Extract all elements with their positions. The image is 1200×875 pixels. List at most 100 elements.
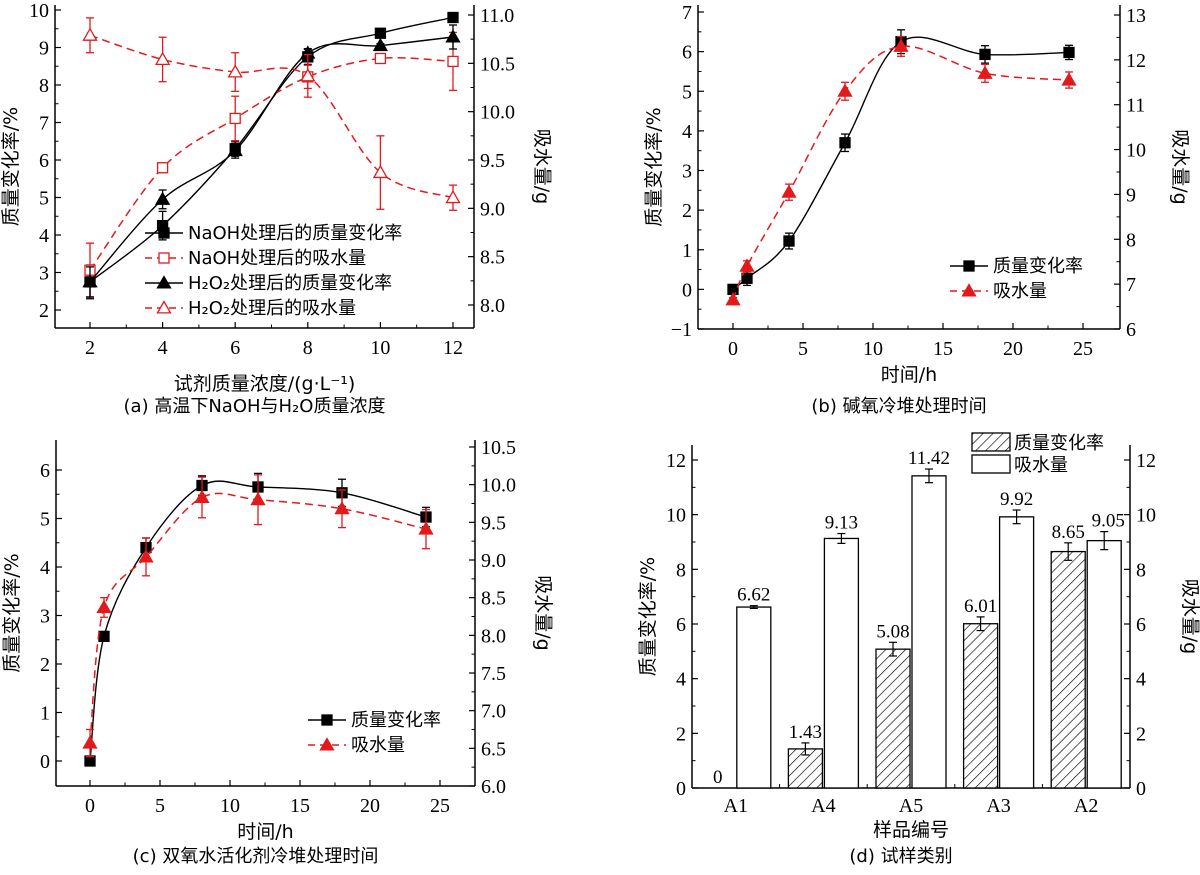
x-tick-label: 0 (728, 338, 738, 360)
x-axis-title: 试剂质量浓度/(g·L⁻¹) (174, 373, 356, 395)
bar-value-label: 9.05 (1092, 511, 1125, 532)
y-tick-label-left: 6 (676, 614, 686, 636)
y-tick-label-right: 8 (1136, 559, 1146, 581)
x-tick-label: A3 (986, 795, 1010, 817)
x-tick-label: A2 (1074, 795, 1098, 817)
y-tick-label-right: 9.5 (480, 150, 505, 172)
y-tick-label-right: 13 (1126, 5, 1146, 27)
bar-value-label: 6.62 (737, 585, 770, 606)
series-1 (725, 35, 1077, 306)
legend-label: NaOH处理后的质量变化率 (188, 223, 402, 244)
bar-value-label: 8.65 (1052, 522, 1085, 543)
chart-caption: (d) 试样类别 (849, 846, 952, 867)
y-tick-label-right: 9.5 (481, 512, 506, 534)
y-tick-label-left: 5 (39, 188, 49, 210)
series-line (732, 36, 1070, 290)
data-point (227, 142, 243, 157)
y-axis-title-right: 吸水量/g (1169, 129, 1191, 204)
x-tick-label: 10 (220, 795, 240, 817)
x-tick-label: 25 (1073, 338, 1093, 360)
data-point (725, 292, 741, 306)
y-tick-label-left: 7 (682, 2, 692, 24)
y-tick-label-right: 4 (1136, 669, 1146, 691)
y-tick-label-right: 10 (1126, 140, 1146, 162)
bar (998, 516, 1035, 789)
x-tick-label: 20 (360, 795, 380, 817)
y-tick-label-left: 10 (666, 505, 686, 527)
x-tick-label: 20 (1003, 338, 1023, 360)
legend-label: 吸水量 (351, 735, 405, 756)
data-point (98, 630, 110, 643)
data-point (445, 189, 461, 204)
data-point (82, 274, 98, 288)
data-point (977, 65, 993, 79)
data-point (372, 37, 389, 52)
legend-label: 吸水量 (1014, 455, 1068, 476)
legend: NaOH处理后的质量变化率 NaOH处理后的吸水量 H₂O₂处理后的质量变化率 H₂O… (145, 223, 402, 319)
chart-caption: (c) 双氧水活化剂冷堆处理时间 (133, 846, 379, 867)
bar-value-label: 11.42 (908, 448, 950, 469)
bars: A10 6.62 A4 1.43 9.13 A5 5.08 11.42 A3 6.01 9.92 A2… (691, 448, 1125, 817)
y-tick-label-right: 8.0 (480, 295, 505, 317)
y-tick-label-right: 6 (1136, 614, 1146, 636)
series-line (89, 34, 454, 199)
bar-value-label: 0 (713, 767, 723, 788)
data-point (156, 162, 169, 174)
y-axis-title-right: 吸水量/g (531, 129, 553, 204)
data-point (374, 52, 387, 65)
y-tick-label-left: 2 (39, 300, 49, 322)
axes: 0 1 2 3 4 5 6 6.0 6.5 7.0 7.5 8.0 8.5 9.0 9.5 10.0 10.5 0… (1, 437, 554, 867)
data-point (837, 83, 853, 97)
y-axis-title-left: 质量变化率/% (1, 553, 23, 672)
bar-value-label: 6.01 (964, 596, 997, 617)
legend-marker (156, 300, 172, 314)
y-tick-label-right: 10.0 (480, 102, 515, 124)
y-tick-label-right: 7.0 (481, 701, 506, 723)
y-tick-label-left: 0 (40, 751, 50, 773)
chart-caption: (b) 碱氧冷堆处理时间 (811, 396, 986, 417)
y-tick-label-left: −1 (671, 319, 692, 341)
x-axis-title: 样品编号 (873, 819, 949, 841)
data-point (154, 51, 171, 65)
axes: 0 2 4 6 8 10 12 0 2 4 6 8 10 12 质量变化率/% 吸水量/g 样品编号 (d) 试样… (637, 445, 1200, 867)
y-tick-label-right: 12 (1136, 450, 1156, 472)
y-tick-label-left: 8 (676, 559, 686, 581)
series-line (89, 36, 454, 283)
bar (1086, 539, 1122, 789)
x-tick-label: 5 (798, 338, 808, 360)
data-point (229, 112, 241, 125)
data-point (739, 258, 755, 272)
x-tick-label: 12 (443, 337, 463, 359)
x-axis-title: 时间/h (881, 364, 937, 386)
chart-a-mass-concentration: 2 3 4 5 6 7 8 9 10 8.0 8.5 9.0 9.5 10.0 10.5 11.0 2 4 6 8 10… (0, 0, 553, 417)
bar (962, 623, 999, 789)
chart-d-sample-type: 0 2 4 6 8 10 12 0 2 4 6 8 10 12 质量变化率/% 吸水量/g 样品编号 (d) 试样… (637, 432, 1200, 867)
y-tick-label-right: 10.0 (481, 475, 516, 497)
data-point (783, 235, 795, 247)
y-tick-label-left: 2 (40, 654, 50, 676)
y-tick-label-right: 7 (1126, 274, 1136, 296)
x-tick-label: A4 (811, 795, 835, 817)
chart-caption: (a) 高温下NaOH与H₂O质量浓度 (124, 396, 386, 417)
y-tick-label-right: 2 (1136, 723, 1146, 745)
y-tick-label-right: 0 (1136, 778, 1146, 800)
legend-label: NaOH处理后的吸水量 (188, 248, 366, 269)
chart-c-h2o2-activator-time: 0 1 2 3 4 5 6 6.0 6.5 7.0 7.5 8.0 8.5 9.0 9.5 10.0 10.5 0… (1, 437, 554, 867)
data-point (1061, 72, 1077, 86)
data-point (372, 164, 389, 179)
y-tick-label-left: 10 (29, 0, 49, 22)
x-tick-label: A1 (724, 795, 748, 817)
y-tick-label-right: 8 (1126, 229, 1136, 251)
bar (875, 648, 911, 789)
x-tick-label: 10 (370, 337, 390, 359)
y-tick-label-left: 9 (39, 38, 49, 60)
y-tick-label-left: 0 (676, 778, 686, 800)
x-tick-label: 5 (155, 795, 165, 817)
legend-label: 质量变化率 (351, 710, 441, 731)
x-axis-title: 时间/h (237, 821, 293, 843)
y-tick-label-right: 10.5 (481, 437, 516, 459)
data-point (374, 27, 387, 39)
